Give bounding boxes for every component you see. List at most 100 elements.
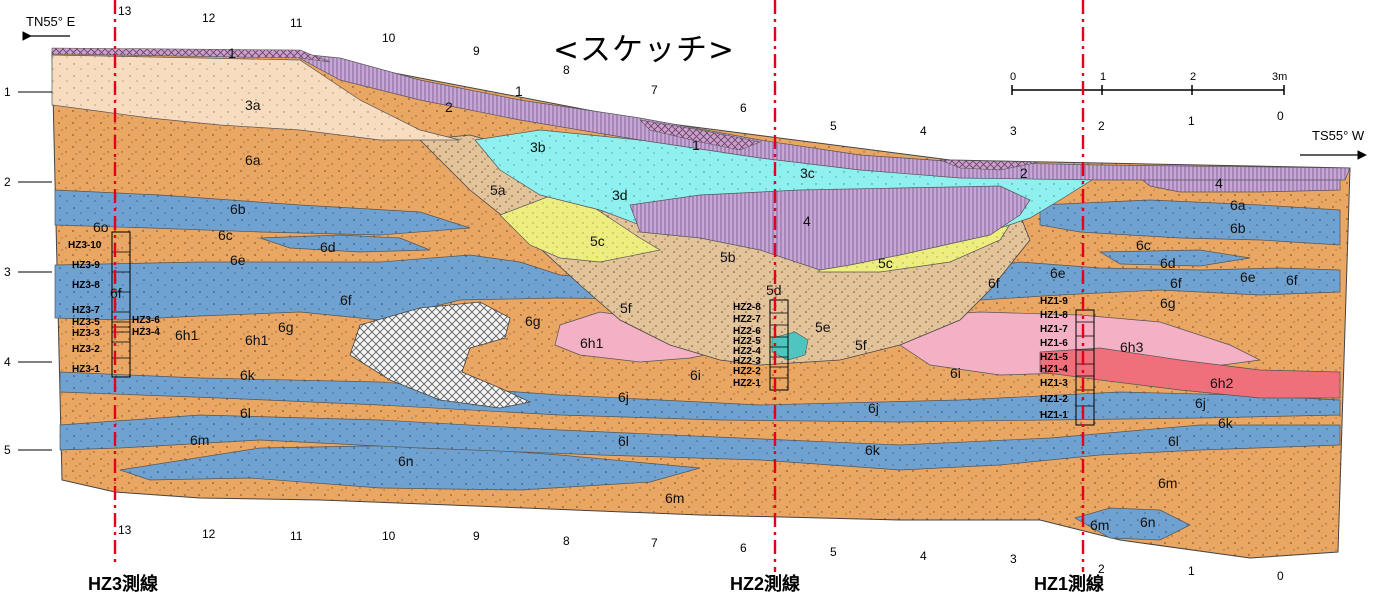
hz3-sample-3: HZ3-3 [72,328,100,339]
top-col-8: 8 [563,63,570,77]
label-6n-a: 6n [398,453,414,469]
hz3-survey-label: HZ3測線 [88,574,159,594]
top-col-5: 5 [830,119,837,133]
layer-6b [54,189,471,236]
hz2-sample-8: HZ2-8 [733,302,761,313]
label-3d: 3d [612,187,628,203]
depth-label-1: 1 [4,85,11,99]
hz2-sample-1: HZ2-1 [733,378,761,389]
hz1-sample-8: HZ1-8 [1040,310,1068,321]
scale-label-0: 0 [1010,71,1016,83]
layer-2 [289,52,1351,181]
depth-labels: 1 2 3 4 5 [4,85,11,457]
label-5f-b: 5f [855,337,867,353]
depth-label-5: 5 [4,443,11,457]
hz1-sample-7: HZ1-7 [1040,324,1068,335]
label-5d: 5d [766,282,782,298]
label-6m-b: 6m [665,490,684,506]
layer-1-mid [639,119,762,151]
label-6g-a: 6g [278,319,294,335]
label-6m-c: 6m [1158,475,1177,491]
depth-label-3: 3 [4,265,11,279]
layer-6h2 [1039,347,1341,399]
hz2-sample-7: HZ2-7 [733,314,761,325]
hz3-sample-2: HZ3-2 [72,344,100,355]
hz1-sample-6: HZ1-6 [1040,338,1068,349]
top-col-7: 7 [651,83,658,97]
hz3-sample-6: HZ3-6 [132,315,160,326]
layer-6d [259,234,431,253]
top-col-4: 4 [920,124,927,138]
label-6l-c: 6l [1168,433,1179,449]
label-6l-a: 6l [240,405,251,421]
depth-label-2: 2 [4,175,11,189]
scale-label-2: 2 [1190,71,1196,83]
hz3-sample-column: HZ3-10 HZ3-9 HZ3-8 HZ3-7 HZ3-6 HZ3-5 HZ3… [68,231,160,378]
label-6f-e: 6f [1286,272,1298,288]
top-col-12: 12 [202,11,216,25]
label-6g-c: 6g [1160,295,1176,311]
label-6d-b: 6d [1160,255,1176,271]
layer-4 [629,185,1031,271]
bottom-col-11: 11 [290,529,303,543]
depth-ticks [18,91,52,451]
bottom-col-2: 2 [1098,562,1105,576]
label-6j-a: 6j [618,389,629,405]
label-6m-d: 6m [1090,517,1109,533]
label-2-a: 2 [445,99,453,115]
bottom-column-numbers: 13 12 11 10 9 8 7 6 5 4 3 2 1 0 [118,523,1284,583]
top-col-10: 10 [382,31,396,45]
label-3c: 3c [800,165,815,181]
label-5a: 5a [490,182,506,198]
label-6c-b: 6c [1136,237,1151,253]
label-6f-d: 6f [1170,275,1182,291]
hz3-sample-8: HZ3-8 [72,280,100,291]
crosshatch-lens [349,301,532,409]
label-6i-a: 6i [690,367,701,383]
scale-label-1: 1 [1100,71,1106,83]
label-3b: 3b [530,139,546,155]
label-4-a: 4 [803,213,811,229]
label-2-b: 2 [1020,165,1028,181]
label-6a-a: 6a [245,152,261,168]
label-1-b: 1 [515,83,523,99]
hz1-sample-column: HZ1-9 HZ1-8 HZ1-7 HZ1-6 HZ1-5 HZ1-4 HZ1-… [1040,296,1095,426]
bottom-col-0: 0 [1277,569,1284,583]
top-col-0: 0 [1277,109,1284,123]
hz3-sample-10: HZ3-10 [68,240,102,251]
label-6d-a: 6d [320,239,336,255]
label-6i-b: 6i [950,365,961,381]
hz1-sample-4: HZ1-4 [1040,364,1068,375]
hz1-sample-3: HZ1-3 [1040,378,1068,389]
label-6b-a: 6b [230,201,246,217]
label-6h1-d: 6h3 [1120,339,1144,355]
label-6b-b: 6b [1230,220,1246,236]
bottom-col-9: 9 [473,529,480,543]
label-3a: 3a [245,97,261,113]
hz2-sample-2: HZ2-2 [733,366,761,377]
hz3-sample-4: HZ3-4 [132,327,160,338]
bottom-col-5: 5 [830,545,837,559]
scale-label-3: 3m [1272,71,1287,83]
label-5c-b: 5c [878,255,893,271]
hz1-sample-2: HZ1-2 [1040,394,1068,405]
top-col-2: 2 [1098,119,1105,133]
bottom-col-13: 13 [118,523,132,537]
label-6c-a: 6c [218,227,233,243]
label-6h1-a: 6h1 [175,327,199,343]
layer-6b-right [1039,199,1341,246]
bottom-col-1: 1 [1188,564,1195,578]
top-col-13: 13 [118,4,132,18]
label-6e-a: 6e [230,252,246,268]
label-6k-a: 6k [240,367,256,383]
bottom-col-4: 4 [920,549,927,563]
label-6h1-c: 6h1 [580,335,604,351]
survey-lines [113,0,1085,572]
hz3-sample-5: HZ3-5 [72,317,100,328]
label-6a-c: 6o [93,219,109,235]
hz1-sample-9: HZ1-9 [1040,296,1068,307]
bottom-col-10: 10 [382,529,396,543]
direction-right-label: TS55° W [1312,128,1365,143]
sketch-title: <スケッチ> [553,32,735,68]
